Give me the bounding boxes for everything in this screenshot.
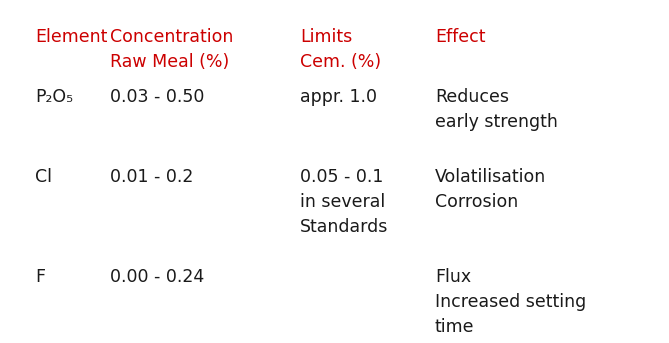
Text: Volatilisation
Corrosion: Volatilisation Corrosion <box>435 168 547 211</box>
Text: P₂O₅: P₂O₅ <box>35 88 73 106</box>
Text: 0.01 - 0.2: 0.01 - 0.2 <box>110 168 193 186</box>
Text: Flux
Increased setting
time: Flux Increased setting time <box>435 268 586 336</box>
Text: 0.05 - 0.1
in several
Standards: 0.05 - 0.1 in several Standards <box>300 168 389 236</box>
Text: appr. 1.0: appr. 1.0 <box>300 88 377 106</box>
Text: Element: Element <box>35 28 108 46</box>
Text: Concentration: Concentration <box>110 28 233 46</box>
Text: 0.03 - 0.50: 0.03 - 0.50 <box>110 88 204 106</box>
Text: Raw Meal (%): Raw Meal (%) <box>110 53 229 71</box>
Text: Cem. (%): Cem. (%) <box>300 53 381 71</box>
Text: 0.00 - 0.24: 0.00 - 0.24 <box>110 268 204 286</box>
Text: Cl: Cl <box>35 168 52 186</box>
Text: Effect: Effect <box>435 28 486 46</box>
Text: Limits: Limits <box>300 28 353 46</box>
Text: F: F <box>35 268 45 286</box>
Text: Reduces
early strength: Reduces early strength <box>435 88 558 131</box>
